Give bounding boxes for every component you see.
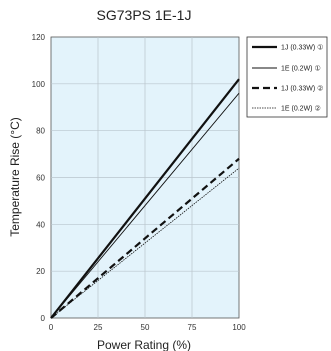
- y-tick-label: 120: [32, 33, 46, 42]
- y-tick-label: 80: [36, 127, 45, 136]
- y-tick-label: 40: [36, 220, 45, 229]
- chart-title: SG73PS 1E-1J: [97, 7, 192, 23]
- x-tick-label: 100: [232, 323, 246, 332]
- series-line-2: [50, 92, 240, 319]
- x-tick-label: 25: [94, 323, 103, 332]
- legend-label-2: 1E (0.2W) ①: [281, 65, 321, 73]
- x-tick-label: 75: [188, 323, 197, 332]
- y-tick-label: 100: [32, 80, 46, 89]
- ticks: 0 25 50 75 100 0 20 40 60 80 100 120: [32, 33, 247, 332]
- legend-box: [246, 36, 328, 118]
- series-line-1: [50, 78, 240, 319]
- series-line-3: [50, 157, 240, 319]
- y-tick-label: 20: [36, 267, 45, 276]
- legend-label-3: 1J (0.33W) ②: [281, 85, 323, 93]
- legend-label-1: 1J (0.33W) ①: [281, 44, 323, 52]
- legend-label-4: 1E (0.2W) ②: [281, 105, 321, 113]
- x-axis-label: Power Rating (%): [97, 338, 191, 351]
- x-tick-label: 50: [141, 323, 150, 332]
- y-tick-label: 0: [41, 314, 46, 323]
- y-axis-label: Temperature Rise (°C): [8, 117, 22, 237]
- x-tick-label: 0: [49, 323, 54, 332]
- series-layer: [50, 78, 240, 319]
- y-tick-label: 60: [36, 174, 45, 183]
- series-line-4: [50, 167, 240, 319]
- legend: 1J (0.33W) ① 1E (0.2W) ① 1J (0.33W) ② 1E (0…: [246, 36, 328, 118]
